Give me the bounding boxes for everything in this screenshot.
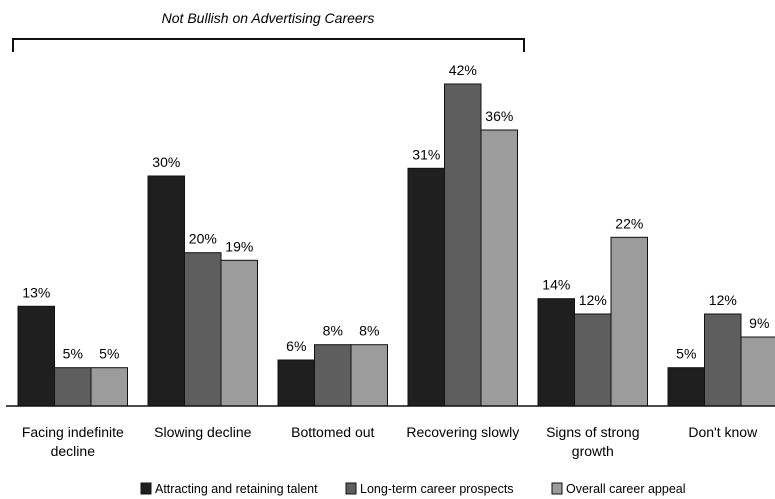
data-label-6-3: 9% (749, 315, 769, 331)
data-label-3-1: 6% (286, 338, 306, 354)
bar-2-3 (220, 259, 258, 407)
annotation-label: Not Bullish on Advertising Careers (162, 10, 375, 26)
category-labels-group: Facing indefinite decline Slowing decline B… (22, 424, 758, 459)
data-label-5-2: 12% (579, 292, 607, 308)
legend-label-1: Attracting and retaining talent (155, 482, 318, 496)
legend-label-3: Overall career appeal (566, 482, 686, 496)
data-label-2-2: 20% (189, 231, 217, 247)
data-label-2-1: 30% (152, 154, 180, 170)
legend-swatch-2 (345, 482, 357, 495)
bar-3-2 (314, 344, 352, 407)
bar-4-2 (444, 83, 482, 407)
data-label-5-1: 14% (542, 277, 570, 293)
category-label-5: growth (572, 443, 614, 459)
bar-5-3 (610, 236, 648, 407)
data-label-3-3: 8% (359, 323, 379, 339)
legend: Attracting and retaining talent Long-term… (140, 482, 686, 496)
legend-swatch-1 (140, 482, 152, 495)
data-label-4-1: 31% (412, 146, 440, 162)
category-label-4: Recovering slowly (406, 424, 519, 440)
bar-1-3 (90, 367, 128, 407)
data-label-4-3: 36% (485, 108, 513, 124)
data-label-5-3: 22% (615, 215, 643, 231)
data-labels-group: 13% 5% 5% 30% 20% 19% 6% 8% 8% 31% 42% 36% 14% 12% 22%… (22, 62, 769, 362)
bars-group (17, 83, 775, 407)
data-label-4-2: 42% (449, 62, 477, 78)
data-label-6-1: 5% (676, 346, 696, 362)
category-label-3: Bottomed out (291, 424, 374, 440)
data-label-6-2: 12% (709, 292, 737, 308)
bar-1-2 (54, 367, 92, 407)
category-label-5: Signs of strong (546, 424, 639, 440)
bar-6-1 (667, 367, 705, 407)
category-label-1: Facing indefinite (22, 424, 124, 440)
data-label-3-2: 8% (323, 323, 343, 339)
data-label-1-1: 13% (22, 284, 50, 300)
bar-5-1 (537, 298, 575, 407)
legend-swatch-3 (551, 482, 563, 495)
bar-4-3 (480, 129, 518, 407)
bar-3-3 (350, 344, 388, 407)
bar-2-2 (184, 252, 222, 407)
data-label-1-2: 5% (63, 346, 83, 362)
category-label-1: decline (51, 443, 96, 459)
bar-4-1 (407, 167, 445, 407)
bar-6-3 (740, 336, 775, 407)
category-label-6: Don't know (688, 424, 758, 440)
data-label-2-3: 19% (225, 238, 253, 254)
legend-label-2: Long-term career prospects (360, 482, 514, 496)
annotation-bracket (12, 38, 525, 52)
bar-2-1 (147, 175, 185, 407)
data-label-1-3: 5% (99, 346, 119, 362)
bar-1-1 (17, 305, 55, 407)
bar-6-2 (704, 313, 742, 407)
bar-5-2 (574, 313, 612, 407)
bar-3-1 (277, 359, 315, 407)
category-label-2: Slowing decline (154, 424, 251, 440)
